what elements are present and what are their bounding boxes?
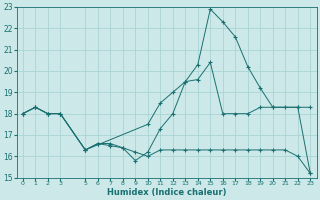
X-axis label: Humidex (Indice chaleur): Humidex (Indice chaleur) — [107, 188, 226, 197]
